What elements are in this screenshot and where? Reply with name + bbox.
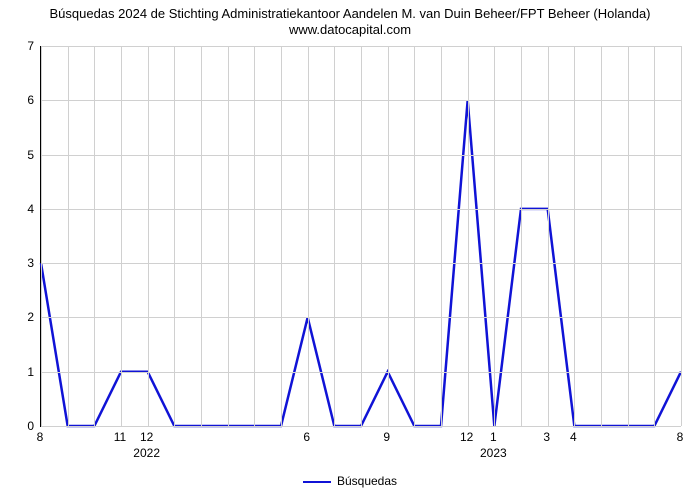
y-tick-label: 0 bbox=[0, 419, 34, 433]
x-tick-label: 9 bbox=[383, 430, 390, 444]
y-tick-label: 4 bbox=[0, 202, 34, 216]
gridline-horizontal bbox=[41, 46, 681, 47]
gridline-vertical bbox=[174, 46, 175, 426]
gridline-horizontal bbox=[41, 155, 681, 156]
legend-label: Búsquedas bbox=[337, 474, 397, 488]
gridline-vertical bbox=[68, 46, 69, 426]
gridline-vertical bbox=[121, 46, 122, 426]
y-tick-label: 5 bbox=[0, 148, 34, 162]
gridline-vertical bbox=[148, 46, 149, 426]
gridline-vertical bbox=[468, 46, 469, 426]
gridline-horizontal bbox=[41, 317, 681, 318]
gridline-vertical bbox=[521, 46, 522, 426]
gridline-vertical bbox=[41, 46, 42, 426]
y-tick-label: 3 bbox=[0, 256, 34, 270]
gridline-vertical bbox=[414, 46, 415, 426]
gridline-vertical bbox=[254, 46, 255, 426]
x-tick-label: 12 bbox=[140, 430, 153, 444]
y-tick-label: 7 bbox=[0, 39, 34, 53]
gridline-horizontal bbox=[41, 209, 681, 210]
gridline-vertical bbox=[94, 46, 95, 426]
gridline-vertical bbox=[308, 46, 309, 426]
gridline-vertical bbox=[601, 46, 602, 426]
y-tick-label: 6 bbox=[0, 93, 34, 107]
gridline-vertical bbox=[628, 46, 629, 426]
chart-title: Búsquedas 2024 de Stichting Administrati… bbox=[0, 6, 700, 39]
gridline-vertical bbox=[361, 46, 362, 426]
gridline-vertical bbox=[334, 46, 335, 426]
gridline-vertical bbox=[388, 46, 389, 426]
gridline-horizontal bbox=[41, 263, 681, 264]
y-tick-label: 1 bbox=[0, 365, 34, 379]
gridline-vertical bbox=[441, 46, 442, 426]
x-tick-label: 11 bbox=[114, 430, 126, 444]
gridline-vertical bbox=[548, 46, 549, 426]
x-tick-label: 4 bbox=[570, 430, 577, 444]
x-year-label: 2023 bbox=[480, 446, 507, 460]
gridline-vertical bbox=[574, 46, 575, 426]
legend-swatch bbox=[303, 481, 331, 483]
x-tick-label: 3 bbox=[543, 430, 550, 444]
gridline-horizontal bbox=[41, 426, 681, 427]
x-tick-label: 8 bbox=[677, 430, 684, 444]
gridline-vertical bbox=[228, 46, 229, 426]
gridline-horizontal bbox=[41, 372, 681, 373]
y-tick-label: 2 bbox=[0, 310, 34, 324]
x-tick-label: 6 bbox=[303, 430, 310, 444]
x-year-label: 2022 bbox=[133, 446, 160, 460]
x-tick-label: 1 bbox=[490, 430, 497, 444]
gridline-vertical bbox=[281, 46, 282, 426]
gridline-vertical bbox=[494, 46, 495, 426]
x-tick-label: 12 bbox=[460, 430, 473, 444]
gridline-vertical bbox=[654, 46, 655, 426]
plot-area bbox=[40, 46, 681, 427]
gridline-vertical bbox=[681, 46, 682, 426]
gridline-vertical bbox=[201, 46, 202, 426]
x-tick-label: 8 bbox=[37, 430, 44, 444]
gridline-horizontal bbox=[41, 100, 681, 101]
legend: Búsquedas bbox=[0, 474, 700, 488]
